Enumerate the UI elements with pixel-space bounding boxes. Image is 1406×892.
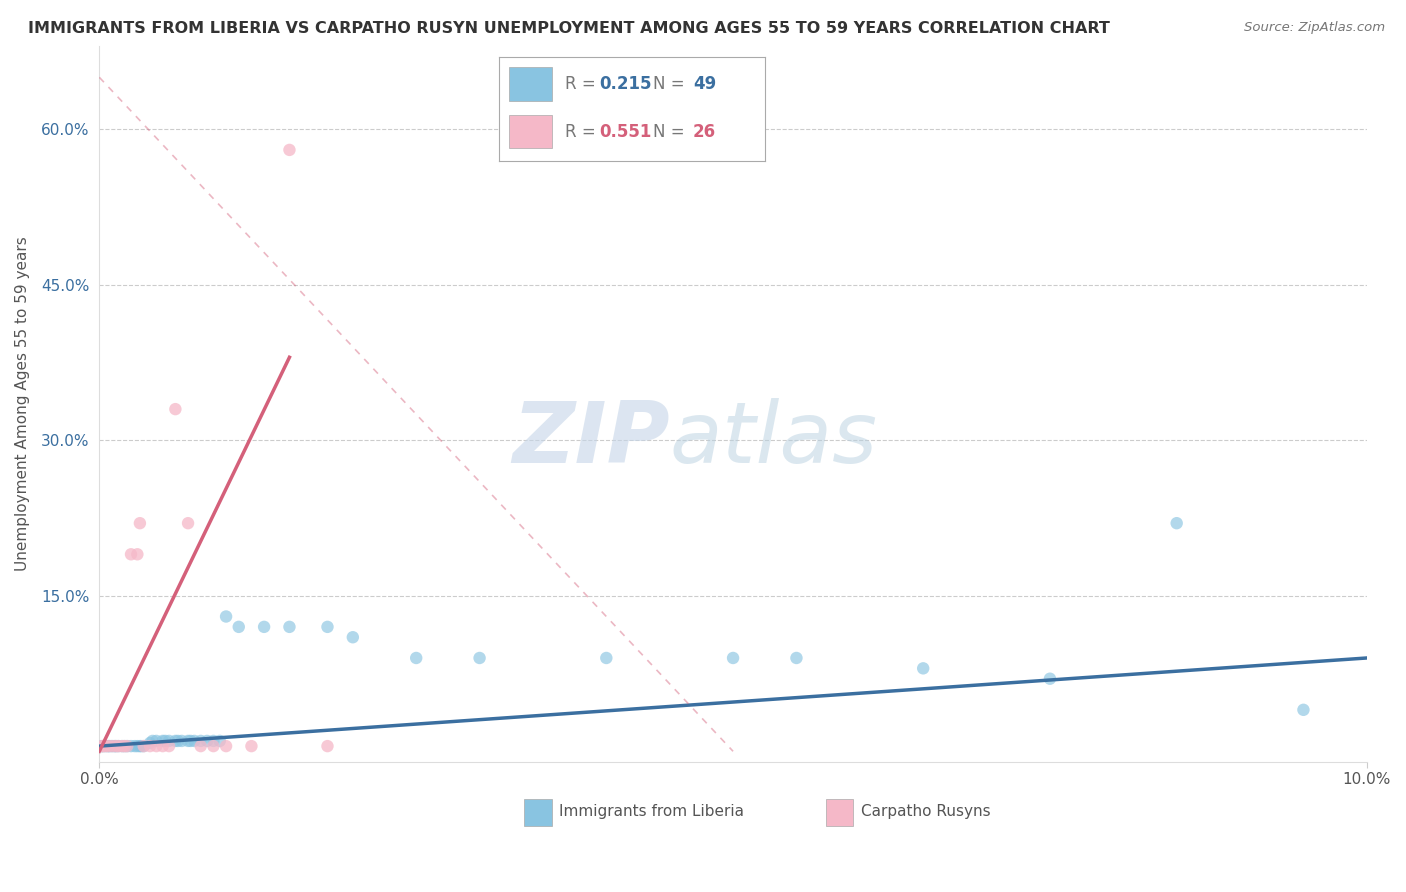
Point	[114, 739, 136, 753]
Point	[124, 739, 146, 753]
Point	[190, 734, 212, 748]
Point	[183, 734, 205, 748]
Point	[215, 739, 238, 753]
Point	[228, 620, 250, 634]
Text: Immigrants from Liberia: Immigrants from Liberia	[560, 805, 744, 819]
Point	[115, 739, 138, 753]
Point	[111, 739, 134, 753]
Point	[595, 651, 617, 665]
Point	[170, 734, 193, 748]
Point	[253, 620, 276, 634]
Point	[155, 734, 177, 748]
Point	[128, 739, 150, 753]
Point	[101, 739, 124, 753]
Point	[177, 516, 200, 531]
Point	[180, 734, 202, 748]
Point	[167, 734, 190, 748]
Point	[1166, 516, 1188, 531]
Point	[139, 739, 162, 753]
Point	[98, 739, 121, 753]
Point	[1039, 672, 1062, 686]
Point	[114, 739, 136, 753]
Point	[208, 734, 231, 748]
Point	[129, 739, 152, 753]
Point	[132, 739, 155, 753]
Point	[142, 734, 165, 748]
Point	[468, 651, 491, 665]
Point	[785, 651, 807, 665]
Point	[202, 739, 225, 753]
Point	[107, 739, 129, 753]
Point	[90, 739, 112, 753]
Point	[157, 739, 180, 753]
Point	[90, 739, 112, 753]
Point	[127, 739, 149, 753]
Point	[91, 739, 114, 753]
Point	[190, 739, 212, 753]
Point	[152, 734, 174, 748]
Point	[177, 734, 200, 748]
Point	[127, 547, 149, 561]
Point	[157, 734, 180, 748]
Point	[1292, 703, 1315, 717]
Point	[94, 739, 117, 753]
Point	[405, 651, 427, 665]
Point	[103, 739, 125, 753]
Point	[104, 739, 127, 753]
Point	[278, 620, 301, 634]
Point	[115, 739, 138, 753]
Point	[104, 739, 127, 753]
Point	[912, 661, 935, 675]
Text: Carpatho Rusyns: Carpatho Rusyns	[860, 805, 991, 819]
Point	[91, 739, 114, 753]
Point	[342, 630, 364, 644]
Point	[128, 516, 150, 531]
Point	[111, 739, 134, 753]
Point	[107, 739, 129, 753]
Point	[215, 609, 238, 624]
Point	[120, 547, 142, 561]
Text: Source: ZipAtlas.com: Source: ZipAtlas.com	[1244, 21, 1385, 34]
Text: IMMIGRANTS FROM LIBERIA VS CARPATHO RUSYN UNEMPLOYMENT AMONG AGES 55 TO 59 YEARS: IMMIGRANTS FROM LIBERIA VS CARPATHO RUSY…	[28, 21, 1109, 36]
FancyBboxPatch shape	[825, 799, 853, 826]
Point	[195, 734, 218, 748]
Point	[97, 739, 120, 753]
Point	[202, 734, 225, 748]
Y-axis label: Unemployment Among Ages 55 to 59 years: Unemployment Among Ages 55 to 59 years	[15, 236, 30, 571]
Point	[316, 620, 339, 634]
Point	[132, 739, 155, 753]
Point	[165, 734, 187, 748]
Point	[721, 651, 744, 665]
Point	[101, 739, 124, 753]
Point	[165, 402, 187, 417]
Point	[97, 739, 120, 753]
Point	[145, 734, 167, 748]
FancyBboxPatch shape	[524, 799, 551, 826]
Point	[240, 739, 263, 753]
Text: ZIP: ZIP	[512, 398, 669, 481]
Text: atlas: atlas	[669, 398, 877, 481]
Point	[316, 739, 339, 753]
Point	[94, 739, 117, 753]
Point	[152, 739, 174, 753]
Point	[120, 739, 142, 753]
Point	[145, 739, 167, 753]
Point	[278, 143, 301, 157]
Point	[139, 736, 162, 750]
